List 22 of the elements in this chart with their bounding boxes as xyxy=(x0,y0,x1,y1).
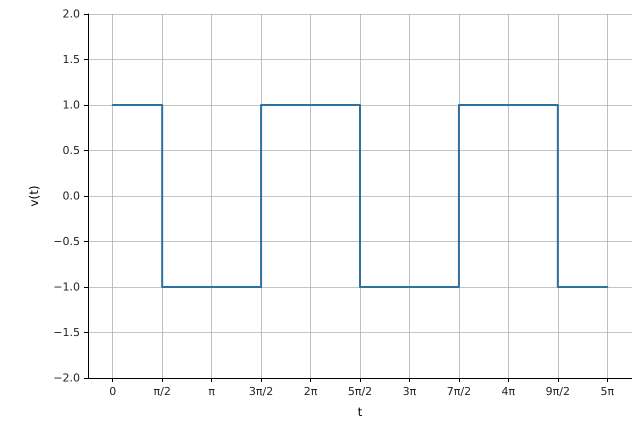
y-tick-label: 1.5 xyxy=(62,53,80,66)
y-tick-label: 2.0 xyxy=(62,8,80,20)
x-tick-label: π/2 xyxy=(154,385,171,398)
x-tick-label: 3π/2 xyxy=(248,385,274,398)
y-axis-title: v(t) xyxy=(27,185,41,207)
y-tick-label: −1.0 xyxy=(53,280,80,294)
x-tick-label: 4π xyxy=(502,385,516,398)
y-tick-label: 0.0 xyxy=(62,190,80,202)
x-tick-label: 9π/2 xyxy=(546,385,570,398)
x-tick-label: 0 xyxy=(109,385,116,398)
x-tick-label: 5π xyxy=(600,385,614,398)
y-tick-label: 0.5 xyxy=(62,144,80,157)
y-tick-label: −1.5 xyxy=(53,326,80,339)
x-tick-label: π xyxy=(208,385,216,398)
x-tick-label: 2π xyxy=(304,385,318,398)
y-tick-label: 1.0 xyxy=(62,98,80,112)
y-tick-label: −0.5 xyxy=(53,235,80,248)
x-tick-label: 7π/2 xyxy=(446,385,472,398)
x-tick-label: 3π xyxy=(402,385,417,398)
x-tick-label: 5π/2 xyxy=(348,385,372,398)
x-axis-title: t xyxy=(358,405,363,419)
y-tick-label: −2.0 xyxy=(53,372,80,384)
